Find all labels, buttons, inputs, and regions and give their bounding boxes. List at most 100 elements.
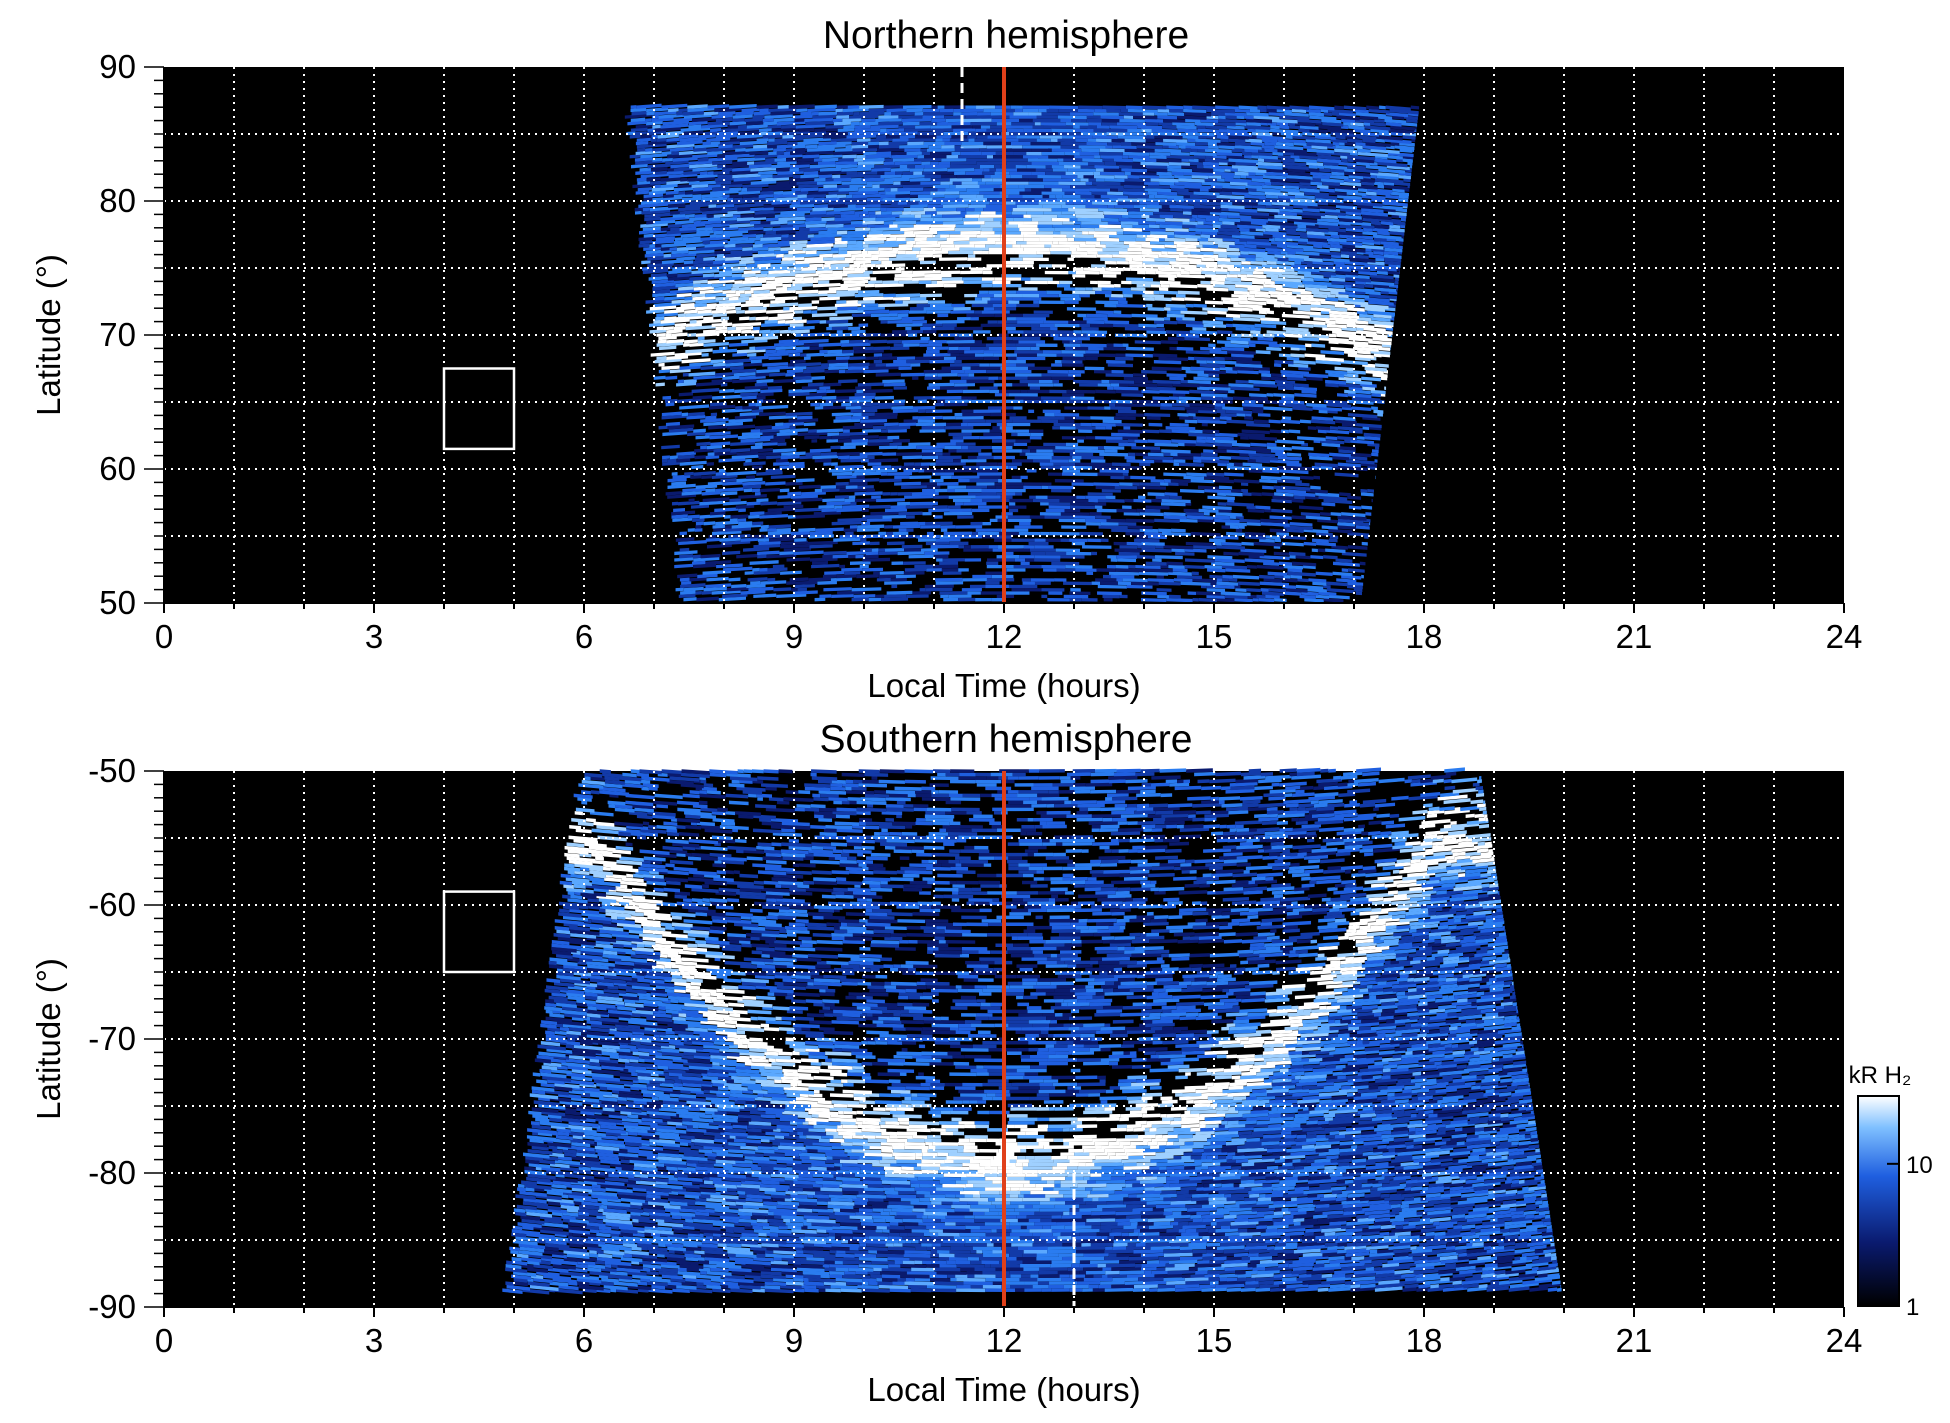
north-emission-cell xyxy=(1257,158,1265,163)
north-emission-cell xyxy=(1341,158,1348,163)
north-emission-cell xyxy=(764,534,782,539)
north-emission-cell xyxy=(935,452,943,456)
north-emission-cell xyxy=(1255,459,1270,464)
north-emission-cell xyxy=(853,412,862,417)
north-emission-cell xyxy=(1346,379,1373,386)
north-emission-cell xyxy=(789,305,818,311)
north-emission-cell xyxy=(906,108,923,113)
north-emission-cell xyxy=(995,168,1018,172)
north-emission-cell xyxy=(1348,568,1365,573)
north-emission-cell xyxy=(917,194,945,199)
north-emission-cell xyxy=(1291,303,1311,309)
north-emission-cell xyxy=(1310,178,1321,183)
north-emission-cell xyxy=(878,316,902,321)
north-emission-cell xyxy=(1067,168,1096,173)
north-emission-cell xyxy=(826,319,849,324)
north-emission-cell xyxy=(871,495,881,499)
north-emission-cell xyxy=(732,173,761,179)
north-emission-cell xyxy=(925,409,932,413)
north-emission-cell xyxy=(837,590,865,595)
north-emission-cell xyxy=(919,429,946,433)
north-emission-cell xyxy=(780,209,811,215)
north-emission-cell xyxy=(774,276,795,281)
north-emission-cell xyxy=(966,379,995,384)
north-emission-cell xyxy=(1328,184,1358,191)
north-emission-cell xyxy=(960,422,968,427)
north-emission-cell xyxy=(942,571,962,575)
north-emission-cell xyxy=(1087,128,1094,133)
north-emission-cell xyxy=(989,429,1002,433)
north-emission-cell xyxy=(823,256,845,261)
north-emission-cell xyxy=(1343,122,1351,126)
north-emission-cell xyxy=(944,402,968,407)
north-emission-cell xyxy=(862,207,881,212)
north-emission-cell xyxy=(1131,581,1159,586)
north-emission-cell xyxy=(1100,257,1126,262)
north-emission-cell xyxy=(1056,284,1071,288)
north-emission-cell xyxy=(863,369,889,374)
north-emission-cell xyxy=(941,247,960,251)
north-emission-cell xyxy=(1099,224,1121,229)
north-emission-cell xyxy=(783,253,793,258)
north-emission-cell xyxy=(1332,571,1353,577)
north-emission-cell xyxy=(1123,376,1148,381)
north-emission-cell xyxy=(1357,184,1378,190)
north-emission-cell xyxy=(1367,310,1395,316)
north-emission-cell xyxy=(1031,148,1052,152)
north-emission-cell xyxy=(1101,122,1117,126)
north-emission-cell xyxy=(1111,528,1140,533)
north-emission-cell xyxy=(1144,531,1162,536)
north-emission-cell xyxy=(1080,422,1092,427)
north-emission-cell xyxy=(827,226,856,232)
north-emission-cell xyxy=(1384,184,1408,191)
north-emission-cell xyxy=(1252,598,1259,602)
north-emission-cell xyxy=(931,409,953,413)
north-emission-cell xyxy=(1045,538,1061,542)
north-emission-cell xyxy=(959,194,977,199)
north-emission-cell xyxy=(1118,188,1145,193)
north-emission-cell xyxy=(1162,145,1169,149)
north-emission-cell xyxy=(992,178,1004,182)
north-emission-cell xyxy=(1102,105,1126,110)
north-emission-cell xyxy=(1376,174,1399,180)
north-emission-cell xyxy=(787,220,805,225)
north-emission-cell xyxy=(1145,505,1170,510)
north-emission-cell xyxy=(731,583,747,589)
north-emission-cell xyxy=(649,305,677,311)
north-emission-cell xyxy=(1255,399,1279,405)
north-emission-cell xyxy=(1127,208,1140,212)
north-emission-cell xyxy=(840,174,865,179)
north-emission-cell xyxy=(1175,551,1195,556)
north-emission-cell xyxy=(760,190,774,195)
north-emission-cell xyxy=(892,157,914,162)
north-emission-cell xyxy=(1030,141,1061,146)
north-emission-cell xyxy=(661,411,682,417)
north-emission-cell xyxy=(848,362,870,367)
north-emission-cell xyxy=(1071,250,1088,255)
north-emission-cell xyxy=(1156,588,1172,592)
north-emission-cell xyxy=(816,389,827,394)
north-emission-cell xyxy=(1095,244,1106,248)
north-emission-cell xyxy=(936,141,945,146)
north-emission-cell xyxy=(1080,254,1097,258)
x-tick-label: 18 xyxy=(1406,618,1443,655)
north-emission-cell xyxy=(1204,300,1223,305)
north-emission-cell xyxy=(1120,224,1133,229)
north-emission-cell xyxy=(896,356,916,361)
north-emission-cell xyxy=(837,184,850,189)
north-emission-cell xyxy=(739,316,750,321)
north-emission-cell xyxy=(1310,171,1332,177)
north-emission-cell xyxy=(1214,479,1234,484)
north-emission-cell xyxy=(724,524,732,529)
north-emission-cell xyxy=(752,114,765,119)
north-emission-cell xyxy=(1064,406,1088,410)
north-emission-cell xyxy=(1161,250,1168,255)
north-emission-cell xyxy=(1222,300,1239,305)
north-emission-cell xyxy=(1246,274,1267,279)
north-emission-cell xyxy=(1061,204,1086,209)
north-emission-cell xyxy=(851,177,862,182)
north-emission-cell xyxy=(734,280,743,285)
north-emission-cell xyxy=(1285,254,1309,259)
north-emission-cell xyxy=(897,250,906,255)
north-emission-cell xyxy=(755,345,776,351)
